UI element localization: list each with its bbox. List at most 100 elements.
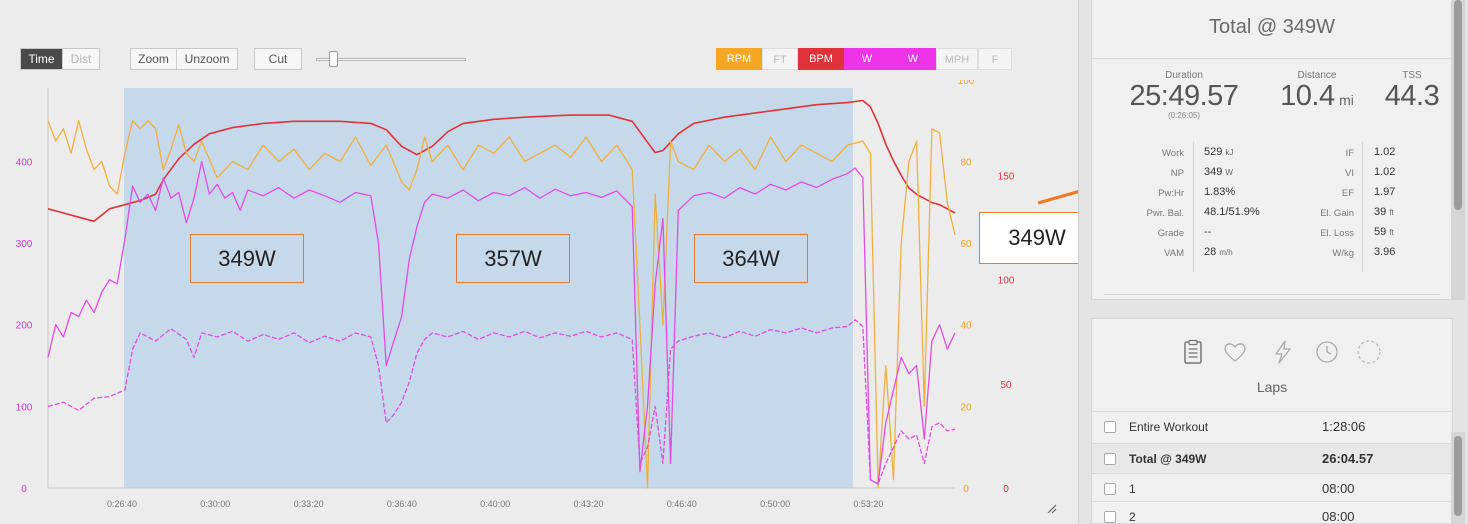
metric-label: Work xyxy=(1162,148,1184,159)
y-left-tick-label: 0 xyxy=(21,484,27,495)
metric-value: 48.1/51.9% xyxy=(1204,206,1260,218)
y-mid-tick-label: 80 xyxy=(960,157,972,168)
distance-value: 10.4 xyxy=(1280,80,1335,112)
metric-label: El. Loss xyxy=(1320,228,1354,239)
series-toggle-w[interactable]: W xyxy=(844,48,890,70)
selection-region xyxy=(124,88,853,488)
summary-card: Total @ 349W Duration 25:49.57 (0:26:05)… xyxy=(1091,0,1453,300)
y-mid-tick-label: 0 xyxy=(963,484,969,495)
duration-label: Duration xyxy=(1165,70,1203,81)
lap-name: Total @ 349W xyxy=(1129,452,1207,466)
clock-icon[interactable] xyxy=(1314,339,1340,365)
metric-unit: ft xyxy=(1389,228,1394,237)
summary-title: Total @ 349W xyxy=(1209,16,1335,38)
zoom-button[interactable]: Zoom xyxy=(131,49,177,69)
summary-scrollbar[interactable] xyxy=(1451,0,1465,300)
clipboard-icon[interactable] xyxy=(1180,339,1206,365)
metric-value: 1.02 xyxy=(1374,166,1395,178)
metric-unit: W xyxy=(1225,168,1233,177)
workout-chart[interactable]: 0 100 200 300 400 0 20 40 60 80 100 0 50 100 150 0:26:4… xyxy=(0,80,1078,524)
series-toggle-bpm[interactable]: BPM xyxy=(798,48,844,70)
cut-button[interactable]: Cut xyxy=(255,49,301,69)
metric-number: 349 xyxy=(1204,166,1223,178)
x-tick-label: 0:30:00 xyxy=(200,499,230,509)
lap-checkbox[interactable] xyxy=(1104,453,1116,465)
circle-icon[interactable] xyxy=(1356,339,1382,365)
metric-value: 39 ft xyxy=(1374,206,1394,218)
x-tick-label: 0:43:20 xyxy=(573,499,603,509)
metric-number: 39 xyxy=(1374,206,1387,218)
metric-label: El. Gain xyxy=(1320,208,1354,219)
lap-row[interactable]: Total @ 349W 26:04.57 xyxy=(1092,443,1454,473)
metric-number: 3.96 xyxy=(1374,246,1396,258)
distance-label: Distance xyxy=(1297,70,1337,81)
lap-checkbox[interactable] xyxy=(1104,483,1116,495)
divider xyxy=(1092,58,1452,59)
zoom-slider[interactable] xyxy=(316,51,466,67)
slider-knob[interactable] xyxy=(329,51,338,67)
cut-group: Cut xyxy=(254,48,302,70)
metric-number: 59 xyxy=(1374,226,1387,238)
heart-icon[interactable] xyxy=(1222,339,1248,365)
divider xyxy=(1104,294,1440,295)
metric-unit: m/h xyxy=(1219,248,1233,257)
metric-number: 28 xyxy=(1204,246,1217,258)
series-line-bpm xyxy=(47,99,956,223)
distance-unit: mi xyxy=(1339,92,1354,108)
zoom-group: Zoom Unzoom xyxy=(130,48,238,70)
lap-row[interactable]: Entire Workout 1:28:06 xyxy=(1092,411,1454,441)
series-toggle-ft[interactable]: FT xyxy=(762,48,798,70)
metric-number: -- xyxy=(1204,226,1212,238)
tss-label: TSS xyxy=(1402,70,1422,81)
metric-label: IF xyxy=(1345,148,1354,159)
x-tick-label: 0:53:20 xyxy=(853,499,883,509)
lap-row[interactable]: 2 08:00 xyxy=(1092,501,1454,524)
time-dist-toggle: Time Dist xyxy=(20,48,100,70)
annotation-box: 349W xyxy=(190,234,304,283)
series-toggle-w[interactable]: W xyxy=(890,48,936,70)
lap-time: 08:00 xyxy=(1322,509,1355,524)
lap-checkbox[interactable] xyxy=(1104,511,1116,523)
metric-unit: kJ xyxy=(1225,148,1234,157)
resize-handle-icon[interactable] xyxy=(1046,503,1058,515)
metric-separator xyxy=(1193,142,1194,272)
y-left-tick-label: 400 xyxy=(16,157,33,168)
metric-value: 349 W xyxy=(1204,166,1233,178)
metric-number: 48.1/51.9% xyxy=(1204,206,1260,218)
annotation-box: 364W xyxy=(694,234,808,283)
metric-label: VAM xyxy=(1164,248,1184,259)
metric-number: 1.83% xyxy=(1204,186,1236,198)
right-panel: Total @ 349W Duration 25:49.57 (0:26:05)… xyxy=(1078,0,1468,524)
series-toggle-mph[interactable]: MPH xyxy=(936,48,978,70)
laps-title: Laps xyxy=(1256,379,1288,395)
y-right-tick-label: 0 xyxy=(1003,484,1009,495)
tss-value: 44.3 xyxy=(1384,80,1440,112)
metric-value: -- xyxy=(1204,226,1211,238)
y-right-tick-label: 150 xyxy=(998,172,1015,183)
time-button[interactable]: Time xyxy=(21,49,63,69)
y-mid-tick-label: 60 xyxy=(960,239,972,250)
scrollbar-thumb[interactable] xyxy=(1454,436,1462,516)
laps-scrollbar[interactable] xyxy=(1451,432,1465,524)
annotation-box: 357W xyxy=(456,234,570,283)
series-toggle-rpm[interactable]: RPM xyxy=(716,48,762,70)
lightning-icon[interactable] xyxy=(1270,339,1296,365)
scrollbar-thumb[interactable] xyxy=(1454,0,1462,210)
x-tick-label: 0:50:00 xyxy=(760,499,790,509)
lap-checkbox[interactable] xyxy=(1104,421,1116,433)
slider-track xyxy=(316,58,466,61)
metric-value: 3.96 xyxy=(1374,246,1395,258)
series-toggle-f[interactable]: F xyxy=(978,48,1012,70)
x-tick-label: 0:40:00 xyxy=(480,499,510,509)
lap-time: 1:28:06 xyxy=(1322,419,1366,434)
metric-value: 1.97 xyxy=(1374,186,1395,198)
lap-row[interactable]: 1 08:00 xyxy=(1092,473,1454,503)
dist-button[interactable]: Dist xyxy=(63,49,99,69)
x-tick-label: 0:33:20 xyxy=(294,499,324,509)
unzoom-button[interactable]: Unzoom xyxy=(177,49,237,69)
laps-card: Laps Entire Workout 1:28:06 Total @ 349W 26… xyxy=(1091,318,1454,524)
lap-name: 2 xyxy=(1129,510,1136,524)
y-left-tick-label: 200 xyxy=(16,321,33,332)
lap-name: 1 xyxy=(1129,482,1136,496)
